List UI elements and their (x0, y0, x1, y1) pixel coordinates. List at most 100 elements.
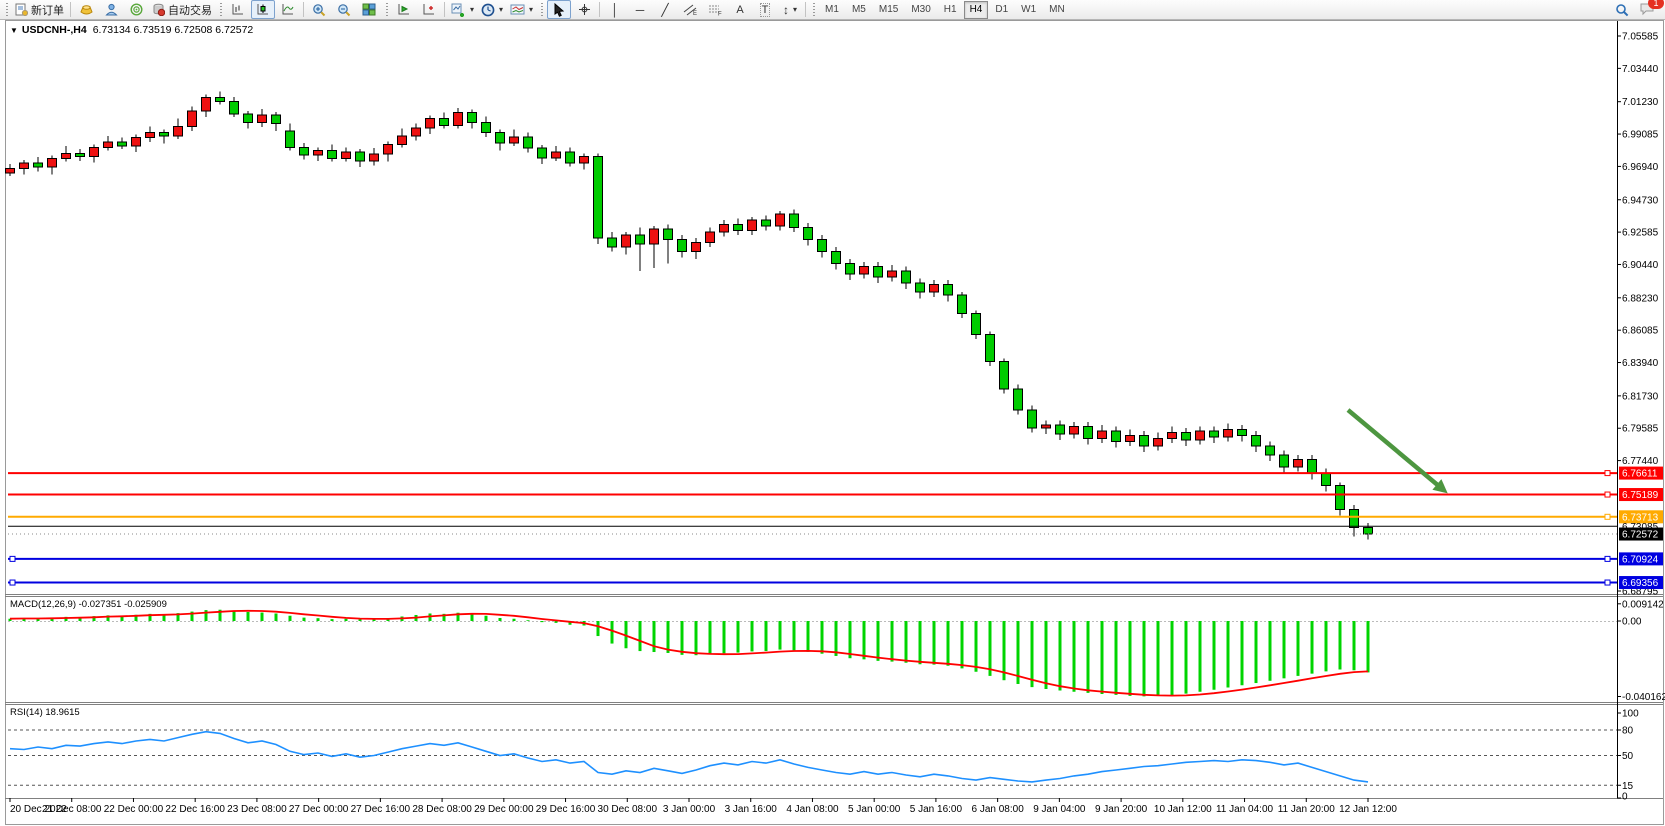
tf-button-M15[interactable]: M15 (878, 4, 899, 15)
tf-button-MN[interactable]: MN (1049, 4, 1065, 15)
hline-axis-label: 6.73085 (1622, 522, 1659, 533)
tile-windows-button[interactable] (357, 0, 381, 19)
time-label: 22 Dec 00:00 (104, 804, 164, 815)
hline-price-box (1619, 488, 1663, 502)
candle-body (425, 118, 435, 129)
candle-body (33, 162, 43, 168)
time-label: 27 Dec 16:00 (351, 804, 411, 815)
crosshair-tool-button[interactable] (572, 0, 596, 19)
candle-body (313, 149, 323, 156)
text-tool-button[interactable]: A (728, 0, 752, 19)
cursor-icon (554, 2, 565, 17)
candle-body (215, 97, 225, 102)
candle-body (299, 146, 309, 156)
candle-body (1125, 435, 1135, 443)
zoom-out-button[interactable] (332, 0, 356, 19)
candle-body (117, 141, 127, 147)
trendline-tool-button[interactable]: ╱ (653, 0, 677, 19)
user-icon (104, 3, 118, 16)
macd-axis-label: 0.009142 (1622, 599, 1664, 610)
search-button[interactable] (1610, 0, 1634, 19)
signals-button[interactable] (124, 0, 148, 19)
text-label-tool-button[interactable]: T (753, 0, 777, 19)
price-tick-label: 6.77440 (1622, 456, 1659, 467)
deposit-button[interactable] (74, 0, 98, 19)
toolbar-grip[interactable] (811, 2, 817, 17)
candle-body (747, 219, 757, 231)
hline-tool-button[interactable]: ─ (628, 0, 652, 19)
tf-button-H4[interactable]: H4 (963, 0, 989, 19)
chart-shift-button[interactable] (417, 0, 441, 19)
tf-button-M1[interactable]: M1 (825, 4, 839, 15)
zoom-in-button[interactable] (307, 0, 331, 19)
hline-price-label: 6.69356 (1622, 578, 1659, 589)
rsi-axis-label: 15 (1622, 781, 1634, 792)
tf-button-M5[interactable]: M5 (851, 4, 866, 15)
candles-layer (5, 91, 1373, 540)
tf-button-M30[interactable]: M30 (911, 4, 931, 15)
cursor-tool-button[interactable] (547, 0, 572, 19)
price-hline[interactable]: 6.70924 (8, 552, 1663, 566)
gold-ingot-icon (79, 5, 93, 15)
candle-body (537, 147, 547, 159)
rsi-axis-label: 100 (1622, 709, 1639, 720)
templates-button[interactable]: ▾ (507, 0, 536, 19)
vline-tool-button[interactable]: │ (603, 0, 627, 19)
notifications-button[interactable]: 1 (1635, 0, 1664, 19)
hline-price-box (1619, 466, 1663, 480)
toolbar-grip[interactable] (4, 2, 9, 17)
tf-button-D1[interactable]: D1 (995, 4, 1009, 15)
candle-body (1181, 432, 1191, 441)
macd-panel: 0.009142 0.00 -0.040162 (8, 599, 1665, 703)
toolbar-grip[interactable] (384, 2, 389, 17)
candle-body (1279, 454, 1289, 468)
candle-body (271, 114, 281, 124)
periods-button[interactable]: ▾ (478, 0, 506, 19)
candle-body (47, 158, 57, 168)
price-hline[interactable]: 6.73085 (8, 522, 1659, 533)
arrow-object[interactable] (1346, 408, 1448, 494)
candle-body (845, 263, 855, 275)
fibonacci-tool-button[interactable]: F (703, 0, 727, 19)
candle-body (1069, 425, 1079, 435)
text-icon: A (736, 3, 744, 16)
candle-body (859, 266, 869, 275)
chevron-down-icon[interactable]: ▼ (10, 26, 18, 35)
candle-body (775, 213, 785, 227)
auto-trading-button[interactable]: 自动交易 (149, 0, 215, 19)
price-hline[interactable]: 6.76611 (8, 466, 1663, 480)
time-label: 28 Dec 08:00 (412, 804, 472, 815)
price-hline[interactable]: 6.73713 (8, 510, 1663, 524)
candle-body (495, 131, 505, 144)
time-label: 11 Jan 04:00 (1216, 804, 1274, 815)
price-hline[interactable]: 6.69356 (8, 576, 1663, 590)
candle-body (999, 361, 1009, 390)
candle-chart-mode-button[interactable] (251, 0, 275, 19)
candle-body (1223, 429, 1233, 438)
candle-body (5, 168, 15, 174)
candle-body (607, 237, 617, 248)
community-button[interactable] (99, 0, 123, 19)
tf-button-W1[interactable]: W1 (1021, 4, 1037, 15)
channel-tool-button[interactable]: E (678, 0, 702, 19)
toolbar-grip[interactable] (539, 2, 545, 17)
candle-body (1363, 527, 1373, 535)
toolbar-grip[interactable] (218, 2, 223, 17)
tf-button-H1[interactable]: H1 (943, 4, 957, 15)
auto-scroll-button[interactable] (392, 0, 416, 19)
chart-window[interactable]: 7.05585 7.03440 7.01230 6.99085 6.96940 6.947… (0, 20, 1665, 826)
price-hline[interactable]: 6.75189 (8, 488, 1663, 502)
new-order-button[interactable]: 新订单 (12, 0, 67, 19)
candlestick-icon (257, 4, 268, 15)
main-toolbar: 新订单 (0, 0, 1665, 20)
crosshair-icon (578, 4, 590, 15)
arrows-tool-button[interactable]: ↕ ▾ (778, 0, 802, 19)
line-chart-mode-button[interactable] (276, 0, 300, 19)
candle-body (663, 228, 673, 240)
bar-chart-mode-button[interactable] (226, 0, 250, 19)
bid-price-marker: 6.72572 (8, 527, 1663, 541)
indicators-button[interactable]: ▾ (448, 0, 477, 19)
time-label: 20 Dec 2022 (10, 804, 67, 815)
candle-body (243, 113, 253, 124)
